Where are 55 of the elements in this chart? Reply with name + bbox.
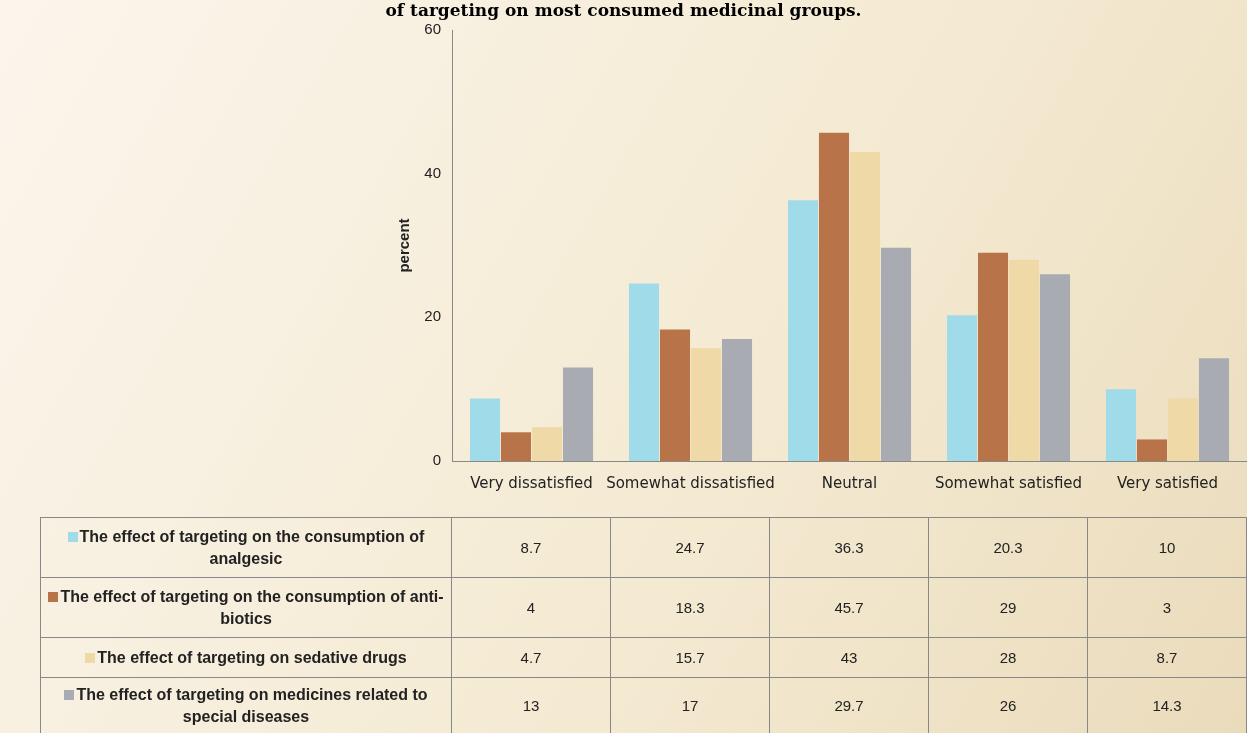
x-tick-label: Somewhat dissatisfied xyxy=(606,473,775,492)
data-label: 17 xyxy=(610,677,770,733)
data-label: 4 xyxy=(451,577,611,638)
x-tick-label: Very dissatisfied xyxy=(470,473,593,492)
bar xyxy=(1198,358,1230,461)
bar xyxy=(721,338,753,461)
data-label: 43 xyxy=(769,637,929,678)
y-tick-label: 40 xyxy=(424,163,441,181)
data-label: 4.7 xyxy=(451,637,611,678)
x-tick-label: Neutral xyxy=(821,473,878,492)
bar xyxy=(1105,389,1137,461)
bar xyxy=(690,348,722,461)
y-tick-label: 0 xyxy=(432,451,441,469)
y-tick-label: 60 xyxy=(424,20,441,38)
bar xyxy=(1008,259,1040,461)
data-label: 8.7 xyxy=(451,517,611,578)
bar xyxy=(818,132,850,461)
bar xyxy=(500,432,532,461)
legend-label: The effect of targeting on sedative drugs xyxy=(40,637,452,678)
data-label: 24.7 xyxy=(610,517,770,578)
legend-label: The effect of targeting on medicines related to special diseases xyxy=(40,677,452,733)
y-tick-label: 20 xyxy=(424,307,441,325)
bar xyxy=(659,329,691,461)
data-label: 8.7 xyxy=(1087,637,1247,678)
data-label: 45.7 xyxy=(769,577,929,638)
data-label: 13 xyxy=(451,677,611,733)
bar xyxy=(1167,398,1199,461)
bar xyxy=(880,247,912,461)
bar xyxy=(787,200,819,461)
bar xyxy=(562,367,594,461)
data-label: 29 xyxy=(928,577,1088,638)
data-label: 18.3 xyxy=(610,577,770,638)
x-tick-label: Somewhat satisfied xyxy=(934,473,1083,492)
data-label: 10 xyxy=(1087,517,1247,578)
bar xyxy=(946,315,978,461)
x-tick-label: Very satisfied xyxy=(1116,473,1219,492)
data-label: 14.3 xyxy=(1087,677,1247,733)
legend-label: The effect of targeting on the consumption of anti-biotics xyxy=(40,577,452,638)
bar xyxy=(1136,439,1168,461)
bar xyxy=(977,252,1009,461)
legend-label: The effect of targeting on the consumption of analgesic xyxy=(40,517,452,578)
data-label: 3 xyxy=(1087,577,1247,638)
data-label: 20.3 xyxy=(928,517,1088,578)
data-label: 36.3 xyxy=(769,517,929,578)
chart-title: of targeting on most consumed medicinal groups. xyxy=(384,0,863,20)
bar xyxy=(628,283,660,461)
bar xyxy=(1039,274,1071,461)
y-axis-title: percent xyxy=(395,218,413,273)
data-label: 28 xyxy=(928,637,1088,678)
data-label: 29.7 xyxy=(769,677,929,733)
bar xyxy=(469,398,501,461)
bar xyxy=(531,427,563,461)
data-label: 26 xyxy=(928,677,1088,733)
data-label: 15.7 xyxy=(610,637,770,678)
bar xyxy=(849,152,881,461)
